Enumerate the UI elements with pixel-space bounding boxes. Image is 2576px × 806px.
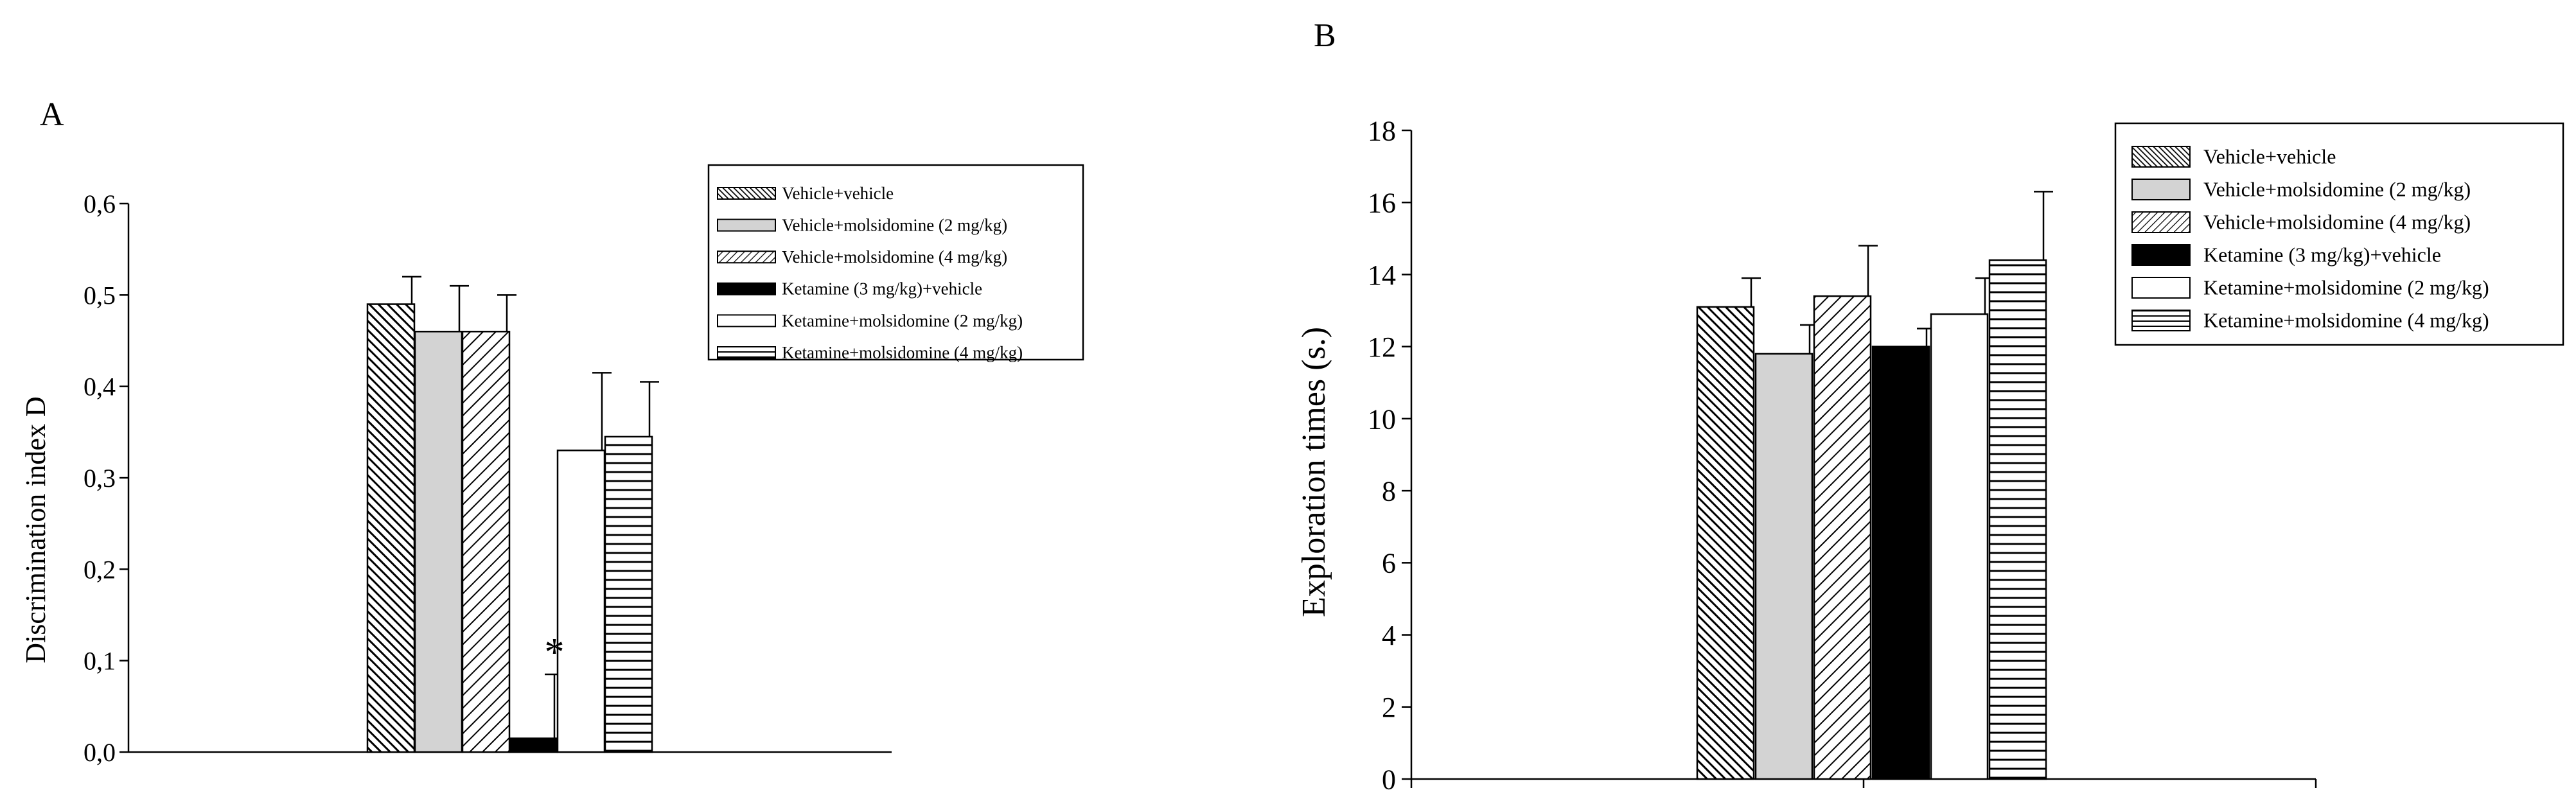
legend-label: Ketamine+molsidomine (4 mg/kg) xyxy=(782,343,1023,362)
bar xyxy=(1813,295,1872,780)
bar xyxy=(509,737,558,753)
bar-group xyxy=(1754,324,1819,780)
y-tick-label: 0 xyxy=(1382,764,1396,795)
y-tick-label: 2 xyxy=(1382,692,1396,723)
y-tick-label: 4 xyxy=(1382,620,1396,651)
legend-swatch xyxy=(717,282,776,295)
y-tick-label: 0,3 xyxy=(84,464,116,493)
legend-swatch xyxy=(2131,146,2191,168)
panel-label: B xyxy=(1314,17,1336,54)
legend-label: Vehicle+molsidomine (2 mg/kg) xyxy=(782,216,1007,235)
legend-swatch xyxy=(2131,179,2191,200)
bar xyxy=(366,303,416,753)
legend-swatch xyxy=(2131,244,2191,266)
legend-swatch xyxy=(2131,211,2191,233)
panel-a: A Discrimination index D 0,0 0,1 0,2 0,3 0,4… xyxy=(20,96,1084,767)
y-tick-label: 14 xyxy=(1368,259,1396,291)
bar-group xyxy=(509,673,564,753)
legend-swatch xyxy=(717,218,776,232)
bar xyxy=(1988,259,2047,780)
bar xyxy=(1754,353,1813,780)
bar xyxy=(1930,313,1989,780)
y-tick-label: 0,2 xyxy=(84,555,116,584)
panel-b: B Exploration times (s.) 0 2 4 6 8 10 12 14 16 18… xyxy=(1296,17,2564,795)
bars xyxy=(1696,191,2053,780)
bar xyxy=(1871,346,1930,780)
y-tick-label: 8 xyxy=(1382,476,1396,507)
legend-swatch xyxy=(717,346,776,359)
legend-label: Vehicle+molsidomine (4 mg/kg) xyxy=(782,247,1007,267)
bar-group xyxy=(461,294,516,753)
bar xyxy=(461,331,511,753)
significance-marker: * xyxy=(545,631,565,674)
bar xyxy=(414,331,463,753)
legend-swatch xyxy=(2131,277,2191,299)
legend-swatch xyxy=(2131,310,2191,331)
legend: Vehicle+vehicle Vehicle+molsidomine (2 mg… xyxy=(2114,122,2564,346)
y-tick-label: 16 xyxy=(1368,188,1396,219)
y-tick-label: 0,0 xyxy=(84,738,116,767)
legend-label: Ketamine+molsidomine (2 mg/kg) xyxy=(782,311,1023,330)
bar-group xyxy=(366,276,421,753)
y-tick-label: 10 xyxy=(1368,403,1396,435)
y-tick-label: 0,4 xyxy=(84,372,116,401)
legend-swatch xyxy=(717,187,776,200)
legend-swatch xyxy=(717,250,776,264)
bar-group xyxy=(1696,277,1761,780)
bar xyxy=(1696,306,1755,780)
y-tick-label: 0,6 xyxy=(84,189,116,218)
y-tick-label: 6 xyxy=(1382,548,1396,579)
legend-label: Ketamine (3 mg/kg)+vehicle xyxy=(782,279,982,299)
bar-group xyxy=(1871,328,1936,780)
y-tick-label: 18 xyxy=(1368,115,1396,146)
legend-label: Vehicle+molsidomine (4 mg/kg) xyxy=(2203,211,2471,234)
bar-group xyxy=(414,285,469,753)
legend-label: Vehicle+molsidomine (2 mg/kg) xyxy=(2203,178,2471,201)
y-axis-label: Discrimination index D xyxy=(20,396,51,663)
panel-label: A xyxy=(40,96,64,133)
bar-group xyxy=(1930,277,1995,780)
y-axis: 0,0 0,1 0,2 0,3 0,4 0,5 0,6 xyxy=(84,189,892,767)
bar-group xyxy=(1988,191,2053,780)
bar-group xyxy=(556,372,612,753)
bar xyxy=(604,435,653,753)
legend-label: Ketamine (3 mg/kg)+vehicle xyxy=(2203,243,2441,267)
legend-label: Ketamine+molsidomine (4 mg/kg) xyxy=(2203,309,2489,332)
bar-group xyxy=(1813,245,1878,780)
legend: Vehicle+vehicle Vehicle+molsidomine (2 mg… xyxy=(707,164,1084,362)
legend-swatch xyxy=(717,314,776,328)
y-tick-label: 0,5 xyxy=(84,281,116,310)
y-tick-label: 0,1 xyxy=(84,647,116,676)
legend-label: Vehicle+vehicle xyxy=(782,184,894,203)
bar xyxy=(556,450,606,753)
legend-label: Ketamine+molsidomine (2 mg/kg) xyxy=(2203,276,2489,299)
legend-label: Vehicle+vehicle xyxy=(2203,145,2336,168)
bar-group xyxy=(604,381,659,753)
y-tick-label: 12 xyxy=(1368,331,1396,363)
y-axis-label: Exploration times (s.) xyxy=(1296,327,1332,617)
bars: * xyxy=(366,276,659,753)
